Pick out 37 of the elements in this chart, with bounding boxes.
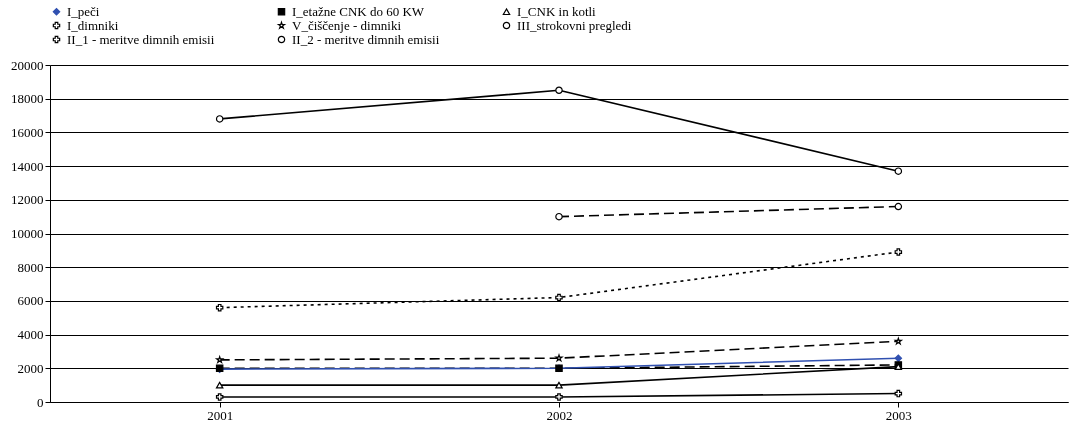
x-tick-label: 2002 — [546, 407, 573, 423]
point — [555, 381, 563, 389]
y-tick-label: 14000 — [11, 158, 44, 174]
point — [894, 167, 903, 175]
point — [894, 248, 903, 256]
point — [894, 354, 903, 362]
point — [555, 212, 563, 221]
y-tick-label: 20000 — [11, 57, 44, 73]
legend-label: II_1 - meritve dimnih emisii — [67, 31, 215, 47]
point — [215, 393, 224, 401]
point — [894, 202, 903, 211]
y-tick-label: 8000 — [17, 259, 44, 275]
legend-label: I_etažne CNK do 60 KW — [292, 3, 425, 19]
point — [894, 337, 902, 345]
point — [215, 115, 224, 123]
point — [555, 293, 563, 302]
y-tick-label: 16000 — [11, 124, 44, 140]
y-tick-label: 2000 — [17, 360, 44, 376]
point — [894, 389, 903, 398]
y-tick-label: 4000 — [17, 327, 44, 343]
y-tick-label: 0 — [37, 394, 44, 410]
x-tick-label: 2003 — [885, 407, 912, 423]
point — [216, 356, 224, 364]
x-tick-label: 2001 — [207, 407, 234, 423]
point — [555, 86, 563, 95]
legend-label: V_čiščenje - dimniki — [292, 17, 402, 33]
y-tick-label: 18000 — [11, 91, 44, 107]
point — [555, 354, 563, 362]
legend-label: I_peči — [67, 3, 100, 19]
legend-label: I_CNK in kotli — [517, 3, 597, 19]
point — [215, 303, 224, 312]
point — [555, 393, 563, 401]
y-tick-label: 12000 — [11, 192, 44, 208]
y-tick-label: 10000 — [11, 226, 44, 241]
y-tick-label: 6000 — [17, 293, 44, 309]
legend-label: III_strokovni pregledi — [517, 17, 632, 33]
point — [215, 381, 224, 389]
